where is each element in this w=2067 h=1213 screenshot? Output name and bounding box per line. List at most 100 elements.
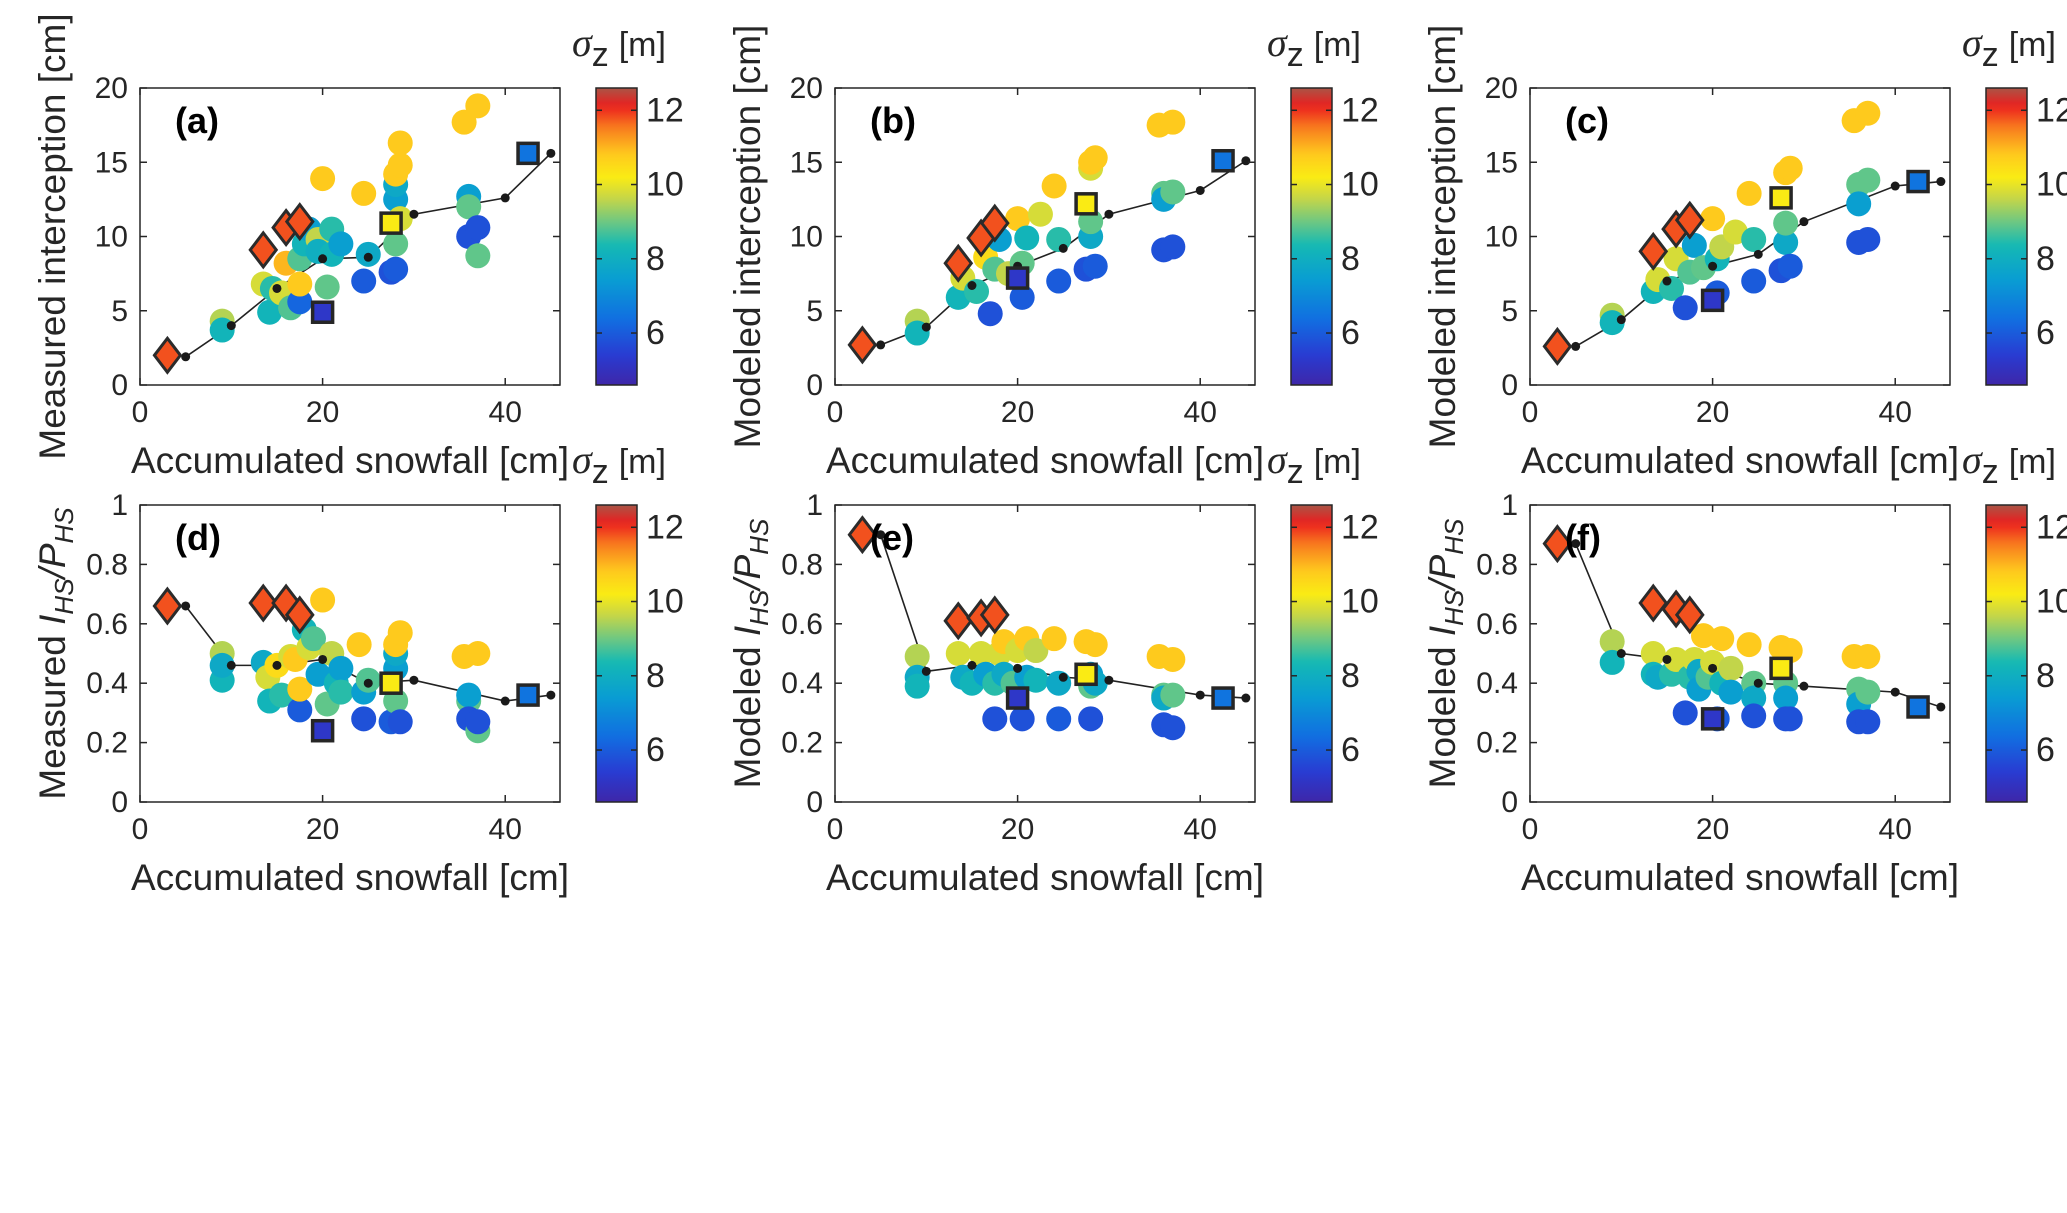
data-point-square [310,718,335,743]
y-tick-label: 20 [95,72,128,105]
trend-point [1890,181,1900,191]
y-tick-label: 0 [1501,369,1518,402]
data-point-circle [1082,253,1108,279]
data-point-square [1074,662,1098,687]
y-tick-label: 0 [806,369,823,402]
data-point-circle [1046,706,1072,732]
data-point-circle [1855,679,1881,705]
trend-point [1013,663,1023,673]
x-axis-label: Accumulated snowfall [cm] [131,857,569,898]
data-point-circle [1709,626,1735,652]
colorbar-title: σz [m] [572,20,666,74]
data-point-circle [982,706,1008,732]
colorbar-tick-label: 12 [1341,91,1379,129]
axes-frame [1529,504,1951,803]
colorbar-tick-label: 8 [2036,240,2055,278]
data-point-square [516,683,540,707]
data-point-circle [351,706,377,732]
panel-letter: (f) [1565,517,1601,558]
trend-point [1799,681,1809,691]
trend-point [1662,654,1672,664]
data-point-circle [1855,167,1881,193]
y-tick-label: 0 [1501,786,1518,819]
data-point-circle [451,109,477,135]
y-tick-label: 0.6 [1476,608,1518,641]
data-point-circle [1855,643,1881,669]
panel-letter: (a) [175,100,219,141]
data-point-circle [1773,685,1799,711]
data-point-circle [1846,191,1872,217]
data-point-diamond [943,601,974,641]
trend-point [226,321,236,331]
trend-point [318,254,328,264]
colorbar-tick-label: 6 [1341,314,1360,352]
x-tick-label: 20 [1001,396,1034,429]
trend-point [546,690,556,700]
data-point-circle [300,626,326,652]
data-point-circle [287,271,313,297]
colorbar-tick-label: 6 [1341,731,1360,769]
data-point-circle [977,301,1003,327]
data-point-circle [310,587,336,613]
colorbar-tick-label: 10 [1341,583,1379,621]
data-point-circle [1041,626,1067,652]
x-tick-label: 20 [306,396,339,429]
colorbar-tick-label: 10 [646,166,684,204]
data-point-circle [1023,638,1049,664]
y-tick-label: 5 [111,295,128,328]
data-point-circle [465,709,491,735]
y-tick-label: 1 [111,489,128,522]
colorbar-tick-label: 8 [646,240,665,278]
y-tick-label: 1 [806,489,823,522]
colorbar-title: σz [m] [1962,20,2056,74]
data-point-circle [1014,225,1040,251]
y-tick-label: 0.6 [781,608,823,641]
data-point-diamond [1674,595,1705,635]
trend-point [272,283,282,293]
colorbar-tick-label: 10 [2036,166,2067,204]
y-tick-label: 10 [1485,221,1518,254]
axes-frame [834,504,1256,803]
data-point-circle [1160,234,1186,260]
data-point-circle [968,641,994,666]
data-point-circle [1599,629,1625,655]
data-point-circle [1009,706,1035,732]
colorbar-tick-label: 8 [1341,657,1360,695]
trend-point [500,696,510,706]
trend-point [921,322,931,332]
colorbar-tick-label: 6 [2036,314,2055,352]
data-point-circle [387,130,413,156]
colorbar-tick-label: 10 [2036,583,2067,621]
y-tick-label: 0.6 [86,608,128,641]
panel-letter: (e) [870,517,914,558]
data-point-circle [904,673,930,699]
trend-point [1571,341,1581,351]
data-point-circle [465,243,491,269]
colorbar [1290,87,1333,386]
y-tick-label: 0.4 [86,667,128,700]
trend-point [1241,156,1251,166]
x-axis-label: Accumulated snowfall [cm] [826,440,1264,481]
data-point-square [1005,266,1030,290]
data-point-square [1769,186,1793,210]
data-point-circle [287,289,313,315]
panel-letter: (c) [1565,100,1609,141]
data-point-circle [314,274,340,300]
colorbar [1985,87,2028,386]
x-tick-label: 0 [827,396,844,429]
data-point-circle [1078,706,1104,732]
colorbar [595,87,638,386]
trend-point [1241,693,1251,703]
data-point-circle [346,632,372,658]
data-point-diamond [1674,200,1705,240]
y-tick-label: 0.4 [781,667,823,700]
y-tick-label: 5 [806,295,823,328]
trend-point [1753,678,1763,688]
trend-point [1571,539,1581,549]
data-point-circle [1773,229,1799,255]
y-axis-label: Modeled interception [cm] [727,25,768,449]
data-point-circle [1700,206,1726,232]
data-point-circle [383,231,409,257]
data-point-diamond [847,515,878,555]
data-point-circle [1681,232,1707,258]
